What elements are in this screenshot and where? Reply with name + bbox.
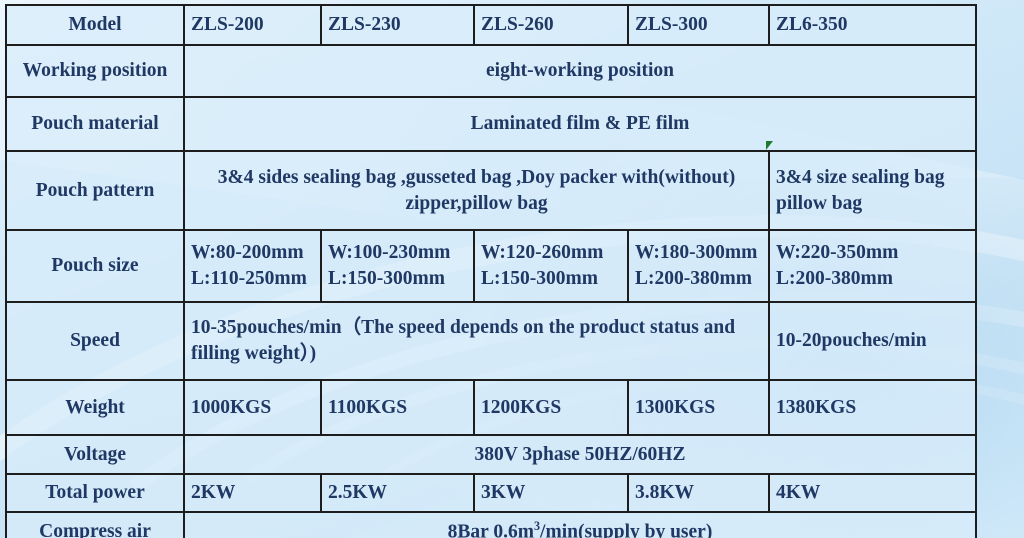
table-row-model: Model ZLS-200 ZLS-230 ZLS-260 ZLS-300 ZL… — [5, 4, 977, 46]
cell-total-power-zls200: 2KW — [183, 473, 322, 513]
cell-weight-zls260: 1200KGS — [473, 379, 629, 436]
compress-air-superscript: 3 — [533, 518, 541, 533]
pouch-pattern-line-1: 3&4 size sealing bag — [776, 166, 945, 188]
row-label-weight: Weight — [5, 379, 185, 436]
cell-pouch-material-value: Laminated film & PE film — [183, 96, 977, 152]
row-label-pouch-pattern: Pouch pattern — [5, 150, 185, 231]
row-label-compress-air: Compress air — [5, 511, 185, 538]
pouch-size-length: L:200-380mm — [776, 268, 893, 289]
cell-voltage-value: 380V 3phase 50HZ/60HZ — [183, 434, 977, 475]
table-row-pouch-size: Pouch size W:80-200mm L:110-250mm W:100-… — [5, 229, 977, 303]
cell-total-power-zls260: 3KW — [473, 473, 629, 513]
cell-speed-group: 10-35pouches/min（The speed depends on th… — [183, 301, 770, 381]
cell-model-zl6350: ZL6-350 — [768, 4, 977, 46]
cell-model-zls300: ZLS-300 — [627, 4, 770, 46]
table-row-pouch-material: Pouch material Laminated film & PE film — [5, 96, 977, 152]
compress-air-suffix: /min(supply by user) — [540, 521, 713, 538]
specification-table: Model ZLS-200 ZLS-230 ZLS-260 ZLS-300 ZL… — [5, 4, 977, 538]
cell-weight-zls200: 1000KGS — [183, 379, 322, 436]
cell-pouch-size-zl6350: W:220-350mm L:200-380mm — [768, 229, 977, 303]
table-row-weight: Weight 1000KGS 1100KGS 1200KGS 1300KGS 1… — [5, 379, 977, 436]
cell-pouch-size-zls200: W:80-200mm L:110-250mm — [183, 229, 322, 303]
pouch-size-length: L:150-300mm — [328, 268, 445, 289]
pouch-size-length: L:200-380mm — [635, 268, 752, 289]
cell-pouch-pattern-zl6350: 3&4 size sealing bag pillow bag — [768, 150, 977, 231]
green-marker-icon — [766, 141, 773, 150]
compress-air-prefix: 8Bar 0.6m — [447, 521, 534, 538]
cell-model-zls230: ZLS-230 — [320, 4, 475, 46]
row-label-voltage: Voltage — [5, 434, 185, 475]
pouch-size-length: L:110-250mm — [191, 268, 307, 289]
row-label-pouch-material: Pouch material — [5, 96, 185, 152]
cell-speed-zl6350: 10-20pouches/min — [768, 301, 977, 381]
row-label-working-position: Working position — [5, 44, 185, 98]
cell-pouch-size-zls260: W:120-260mm L:150-300mm — [473, 229, 629, 303]
pouch-size-width: W:80-200mm — [191, 242, 304, 264]
table-row-pouch-pattern: Pouch pattern 3&4 sides sealing bag ,gus… — [5, 150, 977, 231]
pouch-pattern-line-2: pillow bag — [776, 192, 863, 214]
cell-pouch-size-zls300: W:180-300mm L:200-380mm — [627, 229, 770, 303]
table-row-compress-air: Compress air 8Bar 0.6m3/min(supply by us… — [5, 511, 977, 538]
table-row-total-power: Total power 2KW 2.5KW 3KW 3.8KW 4KW — [5, 473, 977, 513]
cell-pouch-size-zls230: W:100-230mm L:150-300mm — [320, 229, 475, 303]
cell-weight-zls300: 1300KGS — [627, 379, 770, 436]
cell-pouch-pattern-group: 3&4 sides sealing bag ,gusseted bag ,Doy… — [183, 150, 770, 231]
pouch-size-width: W:120-260mm — [481, 242, 604, 264]
pouch-size-width: W:180-300mm — [635, 242, 758, 264]
cell-total-power-zls300: 3.8KW — [627, 473, 770, 513]
cell-total-power-zl6350: 4KW — [768, 473, 977, 513]
cell-model-zls260: ZLS-260 — [473, 4, 629, 46]
pouch-size-length: L:150-300mm — [481, 268, 598, 289]
pouch-size-width: W:100-230mm — [328, 242, 451, 264]
row-label-model: Model — [5, 4, 185, 46]
cell-compress-air-value: 8Bar 0.6m3/min(supply by user) — [183, 511, 977, 538]
cell-model-zls200: ZLS-200 — [183, 4, 322, 46]
cell-working-position-value: eight-working position — [183, 44, 977, 98]
pouch-size-width: W:220-350mm — [776, 242, 899, 264]
cell-weight-zl6350: 1380KGS — [768, 379, 977, 436]
cell-total-power-zls230: 2.5KW — [320, 473, 475, 513]
table-row-speed: Speed 10-35pouches/min（The speed depends… — [5, 301, 977, 381]
row-label-pouch-size: Pouch size — [5, 229, 185, 303]
row-label-total-power: Total power — [5, 473, 185, 513]
table-row-voltage: Voltage 380V 3phase 50HZ/60HZ — [5, 434, 977, 475]
table-row-working-position: Working position eight-working position — [5, 44, 977, 98]
cell-weight-zls230: 1100KGS — [320, 379, 475, 436]
row-label-speed: Speed — [5, 301, 185, 381]
